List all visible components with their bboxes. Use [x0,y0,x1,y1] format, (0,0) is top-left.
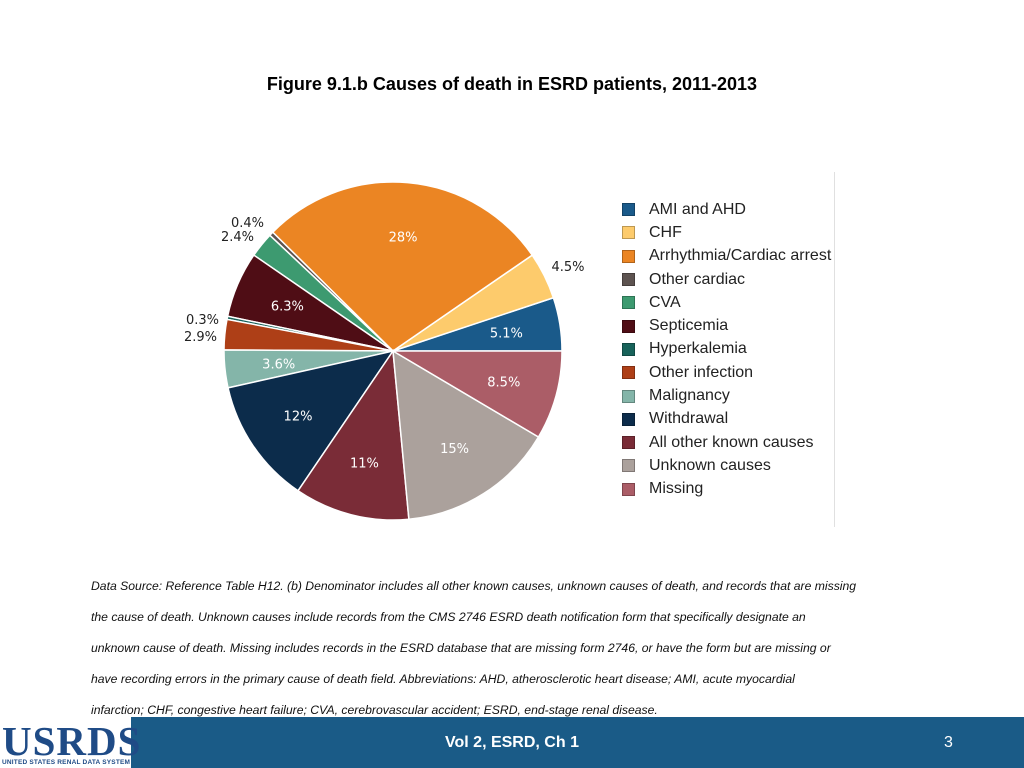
logo-text: USRDS [2,718,142,764]
footer-bar [0,717,1024,768]
pie-slice [296,348,410,521]
legend-label: All other known causes [649,433,814,451]
legend-swatch [622,226,635,240]
slice-label: 28% [389,231,418,246]
legend-item: CHF [622,221,831,244]
legend-item: Other cardiac [622,268,831,291]
legend-item: Other infection [622,361,831,384]
legend-label: Septicemia [649,317,729,335]
slice-label: 5.1% [490,327,523,342]
legend-item: Septicemia [622,314,831,337]
legend-item: Malignancy [622,384,831,407]
legend-swatch [622,342,635,356]
note-line: Data Source: Reference Table H12. (b) De… [91,579,857,593]
legend-swatch [622,482,635,496]
legend-label: Arrhythmia/Cardiac arrest [649,247,832,265]
pie-slice [390,350,563,439]
legend-item: Hyperkalemia [622,338,831,361]
slice-label: 11% [350,456,379,471]
legend-swatch [622,319,635,333]
slice-label: 0.4% [231,216,264,231]
slice-label: 15% [440,442,469,457]
pie-slice [227,349,395,492]
usrds-logo[interactable]: USRDS UNITED STATES RENAL DATA SYSTEM [0,717,140,768]
legend-item: Unknown causes [622,454,831,477]
slice-label: 0.3% [186,313,219,328]
legend-item: All other known causes [622,431,831,454]
legend-item: Withdrawal [622,408,831,431]
legend-item: Missing [622,478,831,501]
legend-label: Other infection [649,363,754,381]
divider-line [834,172,835,527]
slice-label: 4.5% [551,260,584,275]
legend-swatch [622,389,635,403]
legend-label: Hyperkalemia [649,340,747,358]
chart-legend: AMI and AHD CHF Arrhythmia/Cardiac arrest O… [622,198,831,501]
legend-label: Malignancy [649,387,730,405]
note-line: infarction; CHF, congestive heart failur… [91,703,658,717]
legend-item: CVA [622,291,831,314]
chart-title: Figure 9.1.b Causes of death in ESRD pat… [266,74,758,94]
logo-subtext: UNITED STATES RENAL DATA SYSTEM [2,759,131,766]
legend-item: Arrhythmia/Cardiac arrest [622,245,831,268]
slice-label: 2.4% [221,230,254,245]
legend-swatch [622,436,635,450]
legend-label: CHF [649,223,682,241]
note-line: unknown cause of death. Missing includes… [91,641,831,655]
pie-slice [392,349,540,521]
pie-slice [271,181,534,352]
legend-swatch [622,249,635,263]
legend-label: Other cardiac [649,270,746,288]
slice-label: 12% [284,410,313,425]
legend-label: Withdrawal [649,410,729,428]
slice-label: 2.9% [184,330,217,345]
legend-swatch [622,459,635,473]
data-source-note: Data Source: Reference Table H12. (b) De… [91,571,951,726]
legend-label: Missing [649,480,704,498]
note-line: the cause of death. Unknown causes inclu… [91,610,806,624]
slice-label: 3.6% [262,357,295,372]
legend-item: AMI and AHD [622,198,831,221]
page-number: 3 [944,734,953,751]
legend-label: AMI and AHD [649,200,746,218]
legend-label: Unknown causes [649,456,771,474]
legend-swatch [622,273,635,287]
slice-label: 6.3% [271,300,304,315]
legend-label: CVA [649,293,681,311]
note-line: have recording errors in the primary cau… [91,672,795,686]
footer-section-label: Vol 2, ESRD, Ch 1 [445,734,579,751]
legend-swatch [622,412,635,426]
legend-swatch [622,203,635,217]
legend-swatch [622,366,635,380]
legend-swatch [622,296,635,310]
slice-label: 8.5% [487,375,520,390]
